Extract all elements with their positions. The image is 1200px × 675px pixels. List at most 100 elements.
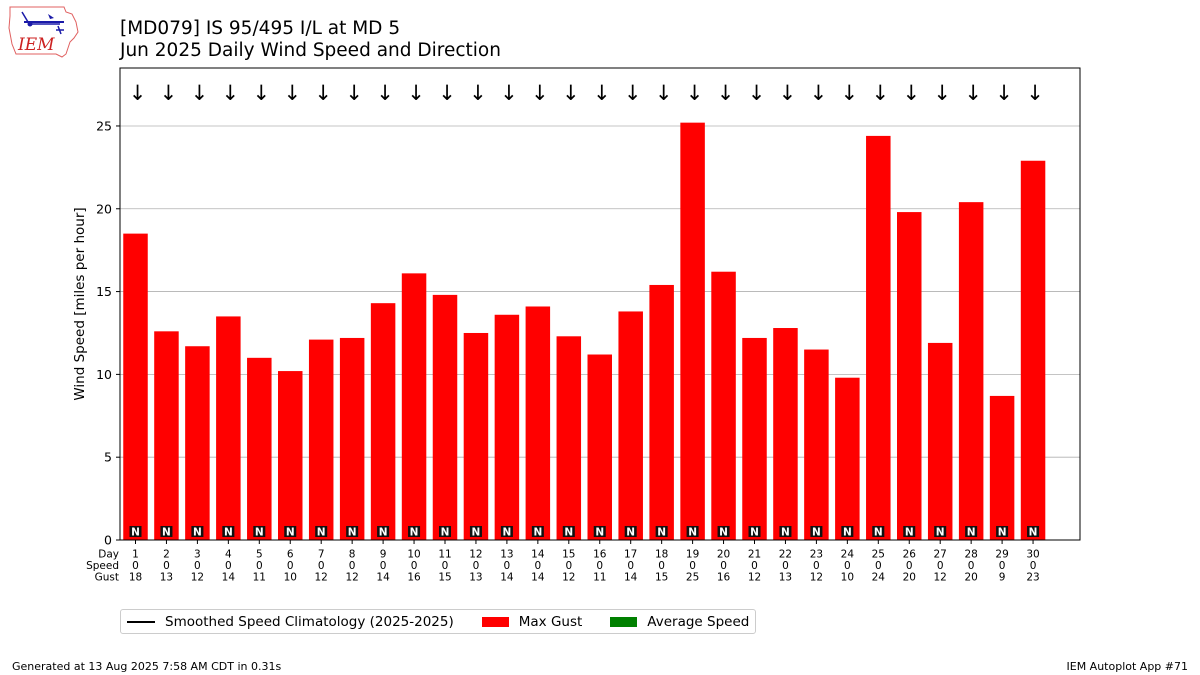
x-tick-day-label: 21 (748, 549, 761, 561)
direction-arrow: ↓ (871, 81, 889, 105)
x-tick-day-label: 9 (380, 549, 387, 561)
chart-subtitle: Jun 2025 Daily Wind Speed and Direction (120, 40, 501, 61)
legend-label-max-gust: Max Gust (518, 613, 583, 630)
direction-label-bg (562, 526, 575, 537)
x-tick-gust-label: 24 (872, 572, 886, 584)
logo-text: IEM (17, 35, 55, 55)
y-tick-label: 15 (96, 284, 112, 299)
bar-max-gust (618, 311, 643, 540)
bar-max-gust (494, 314, 520, 540)
x-tick-day-label: 24 (841, 549, 855, 561)
bar-max-gust (958, 202, 984, 540)
direction-label: N (131, 527, 140, 539)
direction-label-bg (500, 526, 513, 537)
bar-max-gust (401, 273, 427, 540)
direction-label: N (224, 527, 233, 539)
direction-label: N (286, 527, 295, 539)
direction-arrow: ↓ (1026, 81, 1044, 105)
x-tick-day-label: 30 (1026, 549, 1039, 561)
bar-max-gust (339, 337, 365, 540)
direction-label-bg (284, 526, 297, 537)
x-tick-day-label: 19 (686, 549, 699, 561)
direction-label: N (379, 527, 388, 539)
x-tick-gust-label: 15 (655, 572, 668, 584)
x-tick-day-label: 13 (500, 549, 513, 561)
direction-label: N (503, 527, 512, 539)
bar-max-gust (897, 212, 922, 540)
x-tick-speed-label: 0 (937, 560, 944, 572)
x-tick-gust-label: 18 (129, 572, 142, 584)
direction-arrow: ↓ (779, 81, 797, 105)
x-tick-gust-label: 11 (253, 572, 266, 584)
x-tick-gust-label: 11 (593, 572, 606, 584)
x-tick-speed-label: 0 (225, 560, 232, 572)
chart-title: [MD079] IS 95/495 I/L at MD 5 (120, 18, 401, 39)
x-tick-day-label: 8 (349, 549, 356, 561)
direction-arrow: ↓ (376, 81, 394, 105)
direction-arrow: ↓ (283, 81, 301, 105)
direction-label: N (595, 527, 604, 539)
direction-label-bg (779, 526, 792, 537)
legend-swatch-max-gust (481, 616, 509, 627)
direction-label-bg (531, 526, 544, 537)
bar-max-gust (370, 303, 396, 540)
direction-label: N (812, 527, 821, 539)
x-tick-speed-label: 0 (349, 560, 356, 572)
x-tick-day-label: 5 (256, 549, 263, 561)
x-tick-day-label: 14 (531, 549, 545, 561)
bar-max-gust (123, 233, 148, 541)
bar-max-gust (680, 122, 705, 540)
legend-swatch-average-speed (610, 616, 638, 627)
direction-arrow: ↓ (717, 81, 735, 105)
direction-label-bg (655, 526, 668, 537)
x-tick-gust-label: 16 (717, 572, 731, 584)
x-tick-day-label: 6 (287, 549, 294, 561)
direction-arrow: ↓ (810, 81, 828, 105)
y-tick-label: 25 (96, 118, 112, 133)
direction-arrow: ↓ (686, 81, 704, 105)
direction-label-bg (686, 526, 699, 537)
x-tick-gust-label: 12 (810, 572, 823, 584)
legend-line-swatch (127, 620, 155, 623)
direction-arrow: ↓ (314, 81, 332, 105)
direction-arrow: ↓ (964, 81, 982, 105)
x-tick-speed-label: 0 (442, 560, 449, 572)
x-tick-speed-label: 0 (473, 560, 480, 572)
direction-label: N (626, 527, 635, 539)
bar-max-gust (247, 357, 272, 540)
x-tick-speed-label: 0 (163, 560, 170, 572)
x-tick-speed-label: 0 (380, 560, 387, 572)
y-tick-label: 20 (96, 201, 112, 216)
bar-max-gust (711, 271, 736, 540)
direction-label: N (564, 527, 573, 539)
direction-label: N (472, 527, 481, 539)
x-tick-gust-label: 13 (160, 572, 173, 584)
direction-label: N (781, 527, 790, 539)
x-tick-speed-label: 0 (535, 560, 542, 572)
direction-label-bg (624, 526, 637, 537)
x-tick-day-label: 3 (194, 549, 201, 561)
direction-label: N (750, 527, 759, 539)
direction-arrow: ↓ (562, 81, 580, 105)
x-tick-speed-label: 0 (411, 560, 418, 572)
direction-arrow: ↓ (841, 81, 859, 105)
direction-label: N (688, 527, 697, 539)
bar-max-gust (927, 342, 953, 540)
x-tick-day-label: 4 (225, 549, 232, 561)
x-tick-gust-label: 20 (964, 572, 977, 584)
direction-arrow: ↓ (407, 81, 425, 105)
y-tick-label: 0 (104, 533, 112, 548)
direction-label-bg (965, 526, 978, 537)
x-tick-gust-label: 14 (531, 572, 545, 584)
direction-arrows: ↓ ↓ ↓ ↓ ↓ ↓ ↓ ↓ ↓ ↓ ↓ ↓ ↓ ↓ ↓ ↓ ↓ ↓ ↓ ↓ ↓ ↓ ↓ ↓ ↓ ↓ ↓ ↓ ↓ ↓ (129, 81, 1044, 105)
direction-label-bg (810, 526, 823, 537)
x-tick-day-label: 29 (995, 549, 1008, 561)
direction-label-bg (469, 526, 482, 537)
direction-label: N (936, 527, 945, 539)
direction-label: N (533, 527, 542, 539)
direction-arrow: ↓ (531, 81, 549, 105)
x-tick-gust-label: 15 (438, 572, 451, 584)
legend-item-average-speed: Average Speed (610, 614, 749, 630)
x-tick-day-label: 7 (318, 549, 325, 561)
x-tick-speed-label: 0 (689, 560, 696, 572)
